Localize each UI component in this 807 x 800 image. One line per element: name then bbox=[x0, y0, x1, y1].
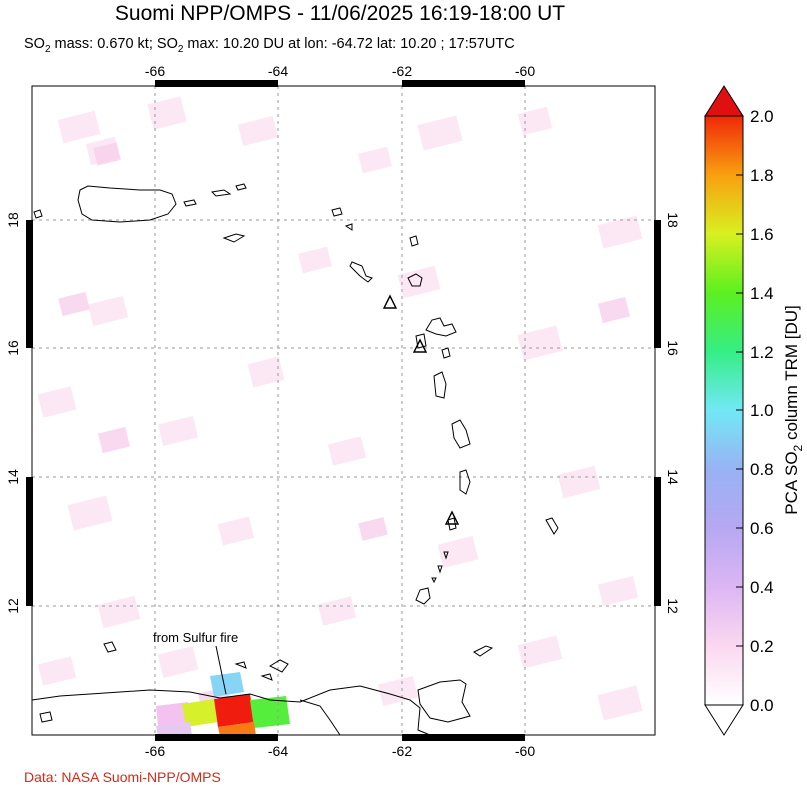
colorbar-tick: 2.0 bbox=[750, 107, 774, 126]
volcano-markers bbox=[382, 294, 460, 525]
map-frame-bars bbox=[26, 80, 661, 741]
lat-tick-left: 12 bbox=[5, 598, 21, 614]
colorbar-label-sub: 2 bbox=[791, 444, 805, 451]
lat-tick-right: 14 bbox=[665, 469, 681, 485]
lon-tick-top: -60 bbox=[515, 63, 535, 79]
colorbar-tick: 0.2 bbox=[750, 637, 774, 656]
map-frame bbox=[31, 85, 656, 736]
colorbar-label: PCA SO2 column TRM [DU] bbox=[782, 305, 805, 515]
colorbar-label-prefix: PCA SO bbox=[782, 451, 801, 514]
lon-tick-top: -66 bbox=[145, 63, 165, 79]
so2-plume-pixels bbox=[156, 672, 290, 735]
lat-tick-left: 14 bbox=[5, 469, 21, 485]
so2-label-1: SO bbox=[24, 36, 45, 52]
annotation-pointer bbox=[215, 645, 227, 695]
colorbar-label-suffix: column TRM [DU] bbox=[782, 305, 801, 445]
lon-tick-bottom: -62 bbox=[392, 743, 412, 759]
so2-max-text: max: 10.20 DU at lon: -64.72 lat: 10.20 … bbox=[183, 36, 515, 52]
lat-tick-right: 16 bbox=[665, 340, 681, 356]
lat-ticks: 18 16 14 12 18 16 14 12 bbox=[5, 212, 681, 614]
map-gridlines bbox=[32, 86, 655, 735]
colorbar: 2.0 1.8 1.6 1.4 1.2 1.0 0.8 0.6 0.4 0.2 … bbox=[704, 85, 805, 736]
lon-tick-bottom: -66 bbox=[145, 743, 165, 759]
lon-ticks: -66 -64 -62 -60 -66 -64 -62 -60 bbox=[145, 63, 535, 759]
colorbar-tick: 1.6 bbox=[750, 225, 774, 244]
lat-tick-right: 18 bbox=[665, 212, 681, 228]
colorbar-tick: 1.4 bbox=[750, 284, 774, 303]
map-title: Suomi NPP/OMPS - 11/06/2025 16:19-18:00 … bbox=[114, 2, 566, 25]
lat-tick-left: 18 bbox=[5, 212, 21, 228]
so2-mass-text: mass: 0.670 kt; SO bbox=[50, 36, 178, 52]
so2-background-field bbox=[32, 86, 655, 735]
so2-sub-1: 2 bbox=[44, 43, 51, 55]
coastlines bbox=[31, 183, 559, 736]
lon-tick-top: -62 bbox=[392, 63, 412, 79]
colorbar-top-arrow bbox=[704, 85, 744, 117]
annotation-label: from Sulfur fire bbox=[153, 630, 238, 645]
colorbar-tick: 0.6 bbox=[750, 519, 774, 538]
map-subtitle: SO2 mass: 0.670 kt; SO2 max: 10.20 DU at… bbox=[24, 36, 515, 55]
lon-tick-bottom: -64 bbox=[268, 743, 288, 759]
lon-tick-top: -64 bbox=[268, 63, 288, 79]
colorbar-tick: 1.2 bbox=[750, 343, 774, 362]
colorbar-tick: 1.8 bbox=[750, 166, 774, 185]
lat-tick-left: 16 bbox=[5, 340, 21, 356]
so2-sub-2: 2 bbox=[177, 43, 184, 55]
colorbar-tick: 0.0 bbox=[750, 696, 774, 715]
lat-tick-right: 12 bbox=[665, 598, 681, 614]
colorbar-tick: 0.8 bbox=[750, 460, 774, 479]
volcano-marker-icon bbox=[444, 510, 460, 525]
lon-tick-bottom: -60 bbox=[515, 743, 535, 759]
colorbar-tick: 0.4 bbox=[750, 578, 774, 597]
volcano-marker-icon bbox=[382, 294, 398, 309]
volcano-marker-icon bbox=[412, 338, 428, 353]
colorbar-tick: 1.0 bbox=[750, 401, 774, 420]
data-credit: Data: NASA Suomi-NPP/OMPS bbox=[24, 769, 221, 785]
colorbar-bottom-arrow bbox=[704, 704, 744, 736]
